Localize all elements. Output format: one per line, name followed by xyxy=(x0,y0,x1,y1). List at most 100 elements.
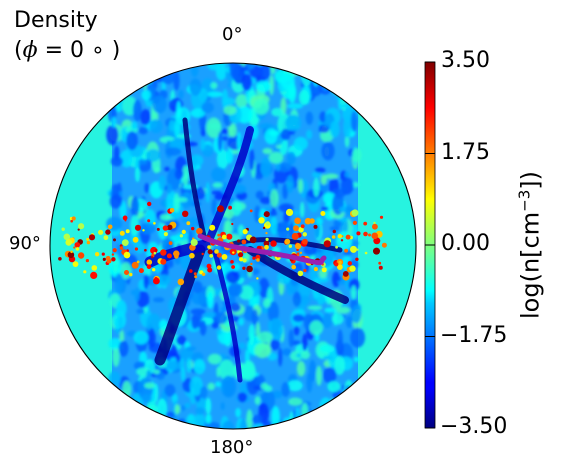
texture-blob xyxy=(211,198,218,216)
texture-blob xyxy=(220,306,227,314)
dense-clump xyxy=(207,245,211,249)
outflow-channel xyxy=(182,117,208,243)
dense-clump xyxy=(146,259,153,266)
texture-blob xyxy=(238,317,245,326)
texture-blob xyxy=(141,89,151,101)
texture-blob xyxy=(180,405,186,412)
dense-clump xyxy=(258,217,265,224)
dense-clump xyxy=(201,272,206,276)
dense-clump xyxy=(303,268,307,273)
texture-blob xyxy=(200,386,208,399)
texture-blob xyxy=(340,412,353,429)
texture-blob xyxy=(146,313,161,334)
texture-blob xyxy=(178,89,184,99)
texture-blob xyxy=(137,63,154,68)
texture-blob xyxy=(237,392,248,403)
dense-clump xyxy=(368,233,371,237)
texture-blob xyxy=(190,308,206,315)
texture-blob xyxy=(322,313,333,329)
dense-clump xyxy=(256,277,259,280)
dense-clump xyxy=(162,225,169,231)
texture-blob xyxy=(205,413,212,424)
texture-blob xyxy=(140,109,151,126)
texture-blob xyxy=(320,72,332,79)
texture-blob xyxy=(318,126,329,133)
dense-clump xyxy=(125,229,130,234)
dense-clump xyxy=(86,237,90,241)
dense-clump xyxy=(207,249,213,255)
dense-clump xyxy=(71,216,76,221)
texture-blob xyxy=(166,183,173,194)
texture-blob xyxy=(308,63,314,69)
texture-blob xyxy=(173,63,178,72)
texture-blob xyxy=(253,98,270,115)
texture-blob xyxy=(159,319,168,331)
chart-title: Density (ϕ = 0 ∘ ) xyxy=(14,6,120,66)
texture-blob xyxy=(351,223,359,240)
dense-clump xyxy=(340,239,344,242)
texture-blob xyxy=(136,308,145,314)
texture-blob xyxy=(345,315,353,328)
texture-blob xyxy=(215,381,221,388)
dense-clump xyxy=(63,233,71,241)
texture-blob xyxy=(327,68,334,82)
dense-clump xyxy=(285,208,294,216)
texture-blob xyxy=(153,369,161,375)
dense-clump xyxy=(265,232,268,235)
dense-clump xyxy=(299,251,303,254)
texture-blob xyxy=(106,125,119,146)
texture-blob xyxy=(337,63,349,68)
dense-clump xyxy=(70,250,73,254)
dense-clump xyxy=(160,258,167,265)
texture-blob xyxy=(327,403,342,420)
dense-clump xyxy=(381,242,387,248)
texture-blob xyxy=(297,178,304,194)
dense-clump xyxy=(179,234,184,238)
dense-clump xyxy=(264,244,269,250)
texture-blob xyxy=(313,177,320,198)
texture-blob xyxy=(350,111,358,132)
dense-clump xyxy=(91,265,98,271)
texture-blob xyxy=(132,99,142,122)
texture-blob xyxy=(133,330,149,345)
dense-clump xyxy=(338,260,342,265)
dense-clump xyxy=(378,261,382,265)
texture-blob xyxy=(211,167,227,182)
texture-blob xyxy=(221,89,229,110)
texture-blob xyxy=(217,131,223,152)
texture-blob xyxy=(246,63,255,70)
texture-blob xyxy=(254,205,261,223)
texture-blob xyxy=(327,63,337,71)
texture-blob xyxy=(282,348,292,356)
texture-blob xyxy=(206,91,223,98)
dense-clump xyxy=(321,267,327,273)
texture-blob xyxy=(142,74,148,90)
dense-clump xyxy=(156,227,160,231)
dense-clump xyxy=(350,245,357,253)
dense-clump xyxy=(147,219,151,223)
texture-blob xyxy=(176,100,181,119)
dense-clump xyxy=(160,249,167,256)
dense-clump xyxy=(334,262,339,267)
texture-blob xyxy=(144,182,150,194)
texture-blob xyxy=(255,190,264,200)
dense-clump xyxy=(90,271,98,279)
texture-blob xyxy=(230,303,241,312)
texture-blob xyxy=(159,213,171,221)
dense-clump xyxy=(111,257,116,262)
texture-blob xyxy=(106,216,123,231)
texture-blob xyxy=(207,353,222,365)
texture-blob xyxy=(317,295,326,305)
texture-blob xyxy=(344,171,350,178)
texture-blob xyxy=(350,327,366,348)
texture-blob xyxy=(152,297,165,303)
dense-clump xyxy=(102,257,106,261)
texture-blob xyxy=(350,63,359,81)
dense-clump xyxy=(136,260,140,264)
dense-clump xyxy=(163,232,168,237)
texture-blob xyxy=(227,82,233,88)
dense-clump xyxy=(246,265,253,273)
texture-blob xyxy=(239,418,248,429)
texture-blob xyxy=(311,171,322,178)
